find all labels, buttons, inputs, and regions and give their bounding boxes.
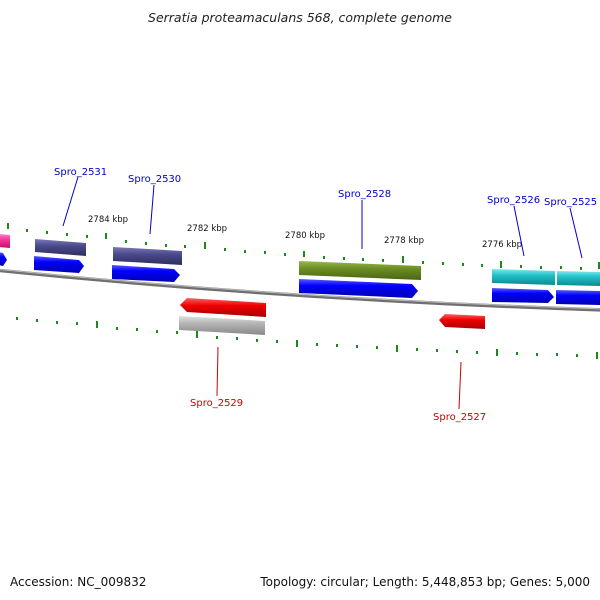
tick-label-2778: 2778 kbp [384, 236, 424, 246]
gene-label-spro-2528[interactable]: Spro_2528 [338, 189, 391, 200]
tick-label-2782: 2782 kbp [187, 224, 227, 234]
gene-feature-spro-2530[interactable] [113, 247, 182, 265]
gene-label-spro-2530[interactable]: Spro_2530 [128, 174, 181, 185]
gene-label-spro-2529[interactable]: Spro_2529 [190, 398, 243, 409]
outer-tick-ring [7, 223, 600, 270]
genome-backbone [0, 268, 600, 312]
gene-label-spro-2526[interactable]: Spro_2526 [487, 195, 540, 206]
genome-summary-text: Topology: circular; Length: 5,448,853 bp… [259, 575, 590, 589]
gene-feature-spro-2528[interactable] [299, 261, 421, 280]
gene-feature-pink[interactable] [0, 234, 10, 248]
tick-label-2784: 2784 kbp [88, 215, 128, 225]
cds-arrow-spro-2528[interactable] [299, 279, 418, 298]
gene-label-spro-2531[interactable]: Spro_2531 [54, 167, 107, 178]
gene-label-spro-2525[interactable]: Spro_2525 [544, 197, 597, 208]
cds-arrow-spro-2526[interactable] [492, 288, 554, 303]
gene-label-spro-2527[interactable]: Spro_2527 [433, 412, 486, 423]
cds-arrow-spro-2531[interactable] [34, 256, 84, 273]
cds-arrow-left-edge[interactable] [0, 252, 7, 266]
gene-feature-spro-2529[interactable] [180, 298, 266, 317]
tick-label-2780: 2780 kbp [285, 231, 325, 241]
label-leaders [62, 176, 583, 410]
map-title: Serratia proteamaculans 568, complete ge… [148, 10, 452, 25]
cds-gray-spro-2529[interactable] [179, 316, 265, 335]
gene-feature-spro-2527[interactable] [439, 314, 485, 329]
inner-tick-ring [16, 317, 598, 359]
cds-arrow-spro-2530[interactable] [112, 265, 180, 282]
gene-feature-spro-2525[interactable] [557, 271, 600, 286]
accession-text: Accession: NC_009832 [10, 575, 146, 589]
gene-feature-spro-2526[interactable] [492, 269, 555, 285]
gene-feature-spro-2531[interactable] [35, 239, 86, 256]
cds-arrow-spro-2525[interactable] [556, 290, 600, 305]
tick-label-2776: 2776 kbp [482, 240, 522, 250]
